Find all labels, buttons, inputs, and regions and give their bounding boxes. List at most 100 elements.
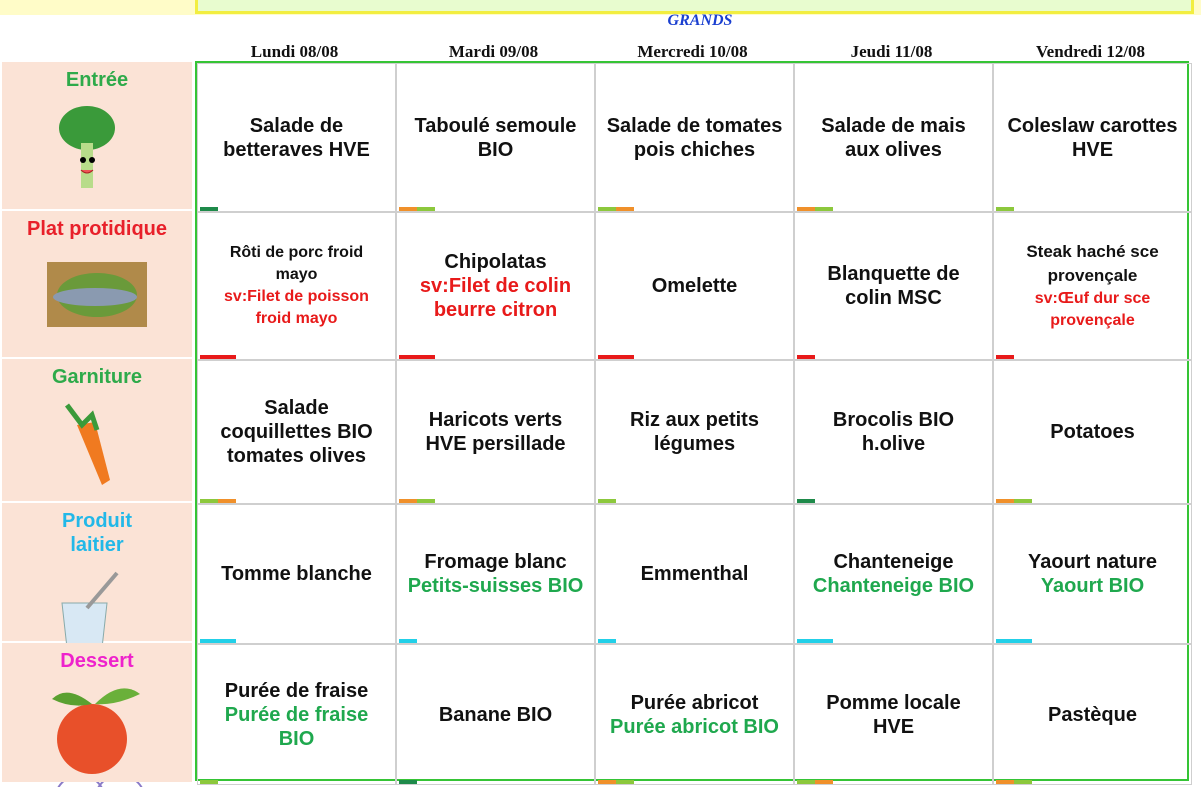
stripe [797,355,815,359]
stripe [417,207,435,211]
dish: Banane BIO [438,703,553,726]
stripe [200,780,218,784]
group-title: GRANDS [667,12,733,29]
menu-cell: Fromage blanc Petits-suisses BIO [396,504,595,644]
dish: Salade de tomates pois chiches [606,114,783,161]
row-label: Plat protidique [2,211,192,357]
stripe [996,207,1014,211]
dish: Omelette [651,275,738,297]
row-icon [52,688,140,774]
menu-cell: Purée abricot Purée abricot BIO [595,644,794,785]
stripe [417,355,435,359]
stripe [598,639,616,643]
row-icon [47,262,147,327]
stripe [797,207,815,211]
stripe [399,639,417,643]
dish: Haricots verts HVE persillade [425,409,566,455]
day-header: Lundi 08/08 [250,42,339,61]
menu-cell: Salade coquillettes BIO tomates olives [197,360,396,504]
row-label-text: Plat protidique [27,218,167,240]
dish: Emmenthal [640,563,749,585]
stripe [598,207,616,211]
top-box [195,0,1194,14]
stripe [996,499,1014,503]
dish-alternative: Purée de fraise BIO [224,703,369,750]
stripe [616,780,634,784]
day-header: Mercredi 10/08 [637,42,748,61]
dish: Blanquette de colin MSC [827,263,960,309]
row-label-text: Garniture [51,366,143,388]
stripe [218,355,236,359]
dish: Pastèque [1048,703,1137,726]
menu-cell: Omelette [595,212,794,360]
dish: Brocolis BIO h.olive [832,409,955,455]
menu-cell: Banane BIO [396,644,595,785]
stripe [200,355,218,359]
stripe [200,207,218,211]
dish-alternative: sv:Œuf dur sce provençale [1034,290,1151,329]
row-label-text: Produit laitier [62,510,132,556]
dish-alternative: Petits-suisses BIO [407,575,584,597]
stripe [815,780,833,784]
dish: Taboulé semoule BIO [414,114,577,161]
row-icon [65,403,110,485]
stripe [1014,780,1032,784]
menu-cell: Chanteneige Chanteneige BIO [794,504,993,644]
day-header: Mardi 09/08 [448,42,539,61]
dish: Yaourt nature [1028,551,1157,573]
row-label: Entrée [2,62,192,209]
row-icon [59,106,115,188]
row-label: Produit laitier [2,503,192,649]
menu-cell: Salade de mais aux olives [794,63,993,212]
stripe [399,780,417,784]
menu-cell: Steak haché sce provençale sv:Œuf dur sce… [993,212,1192,360]
dish-alternative: Purée abricot BIO [610,715,779,738]
menu-cell: Riz aux petits légumes [595,360,794,504]
stripe [616,355,634,359]
menu-cell: Chipolatas sv:Filet de colin beurre citro… [396,212,595,360]
dish-alternative: sv:Filet de poisson froid mayo [224,288,369,327]
menu-cell: Haricots verts HVE persillade [396,360,595,504]
dish: Riz aux petits légumes [630,409,759,455]
dish-alternative: Chanteneige BIO [812,575,975,597]
dish: Chanteneige [833,551,954,573]
stripe [996,639,1014,643]
dish: Coleslaw carottes HVE [1007,114,1178,161]
dish: Purée abricot [630,691,759,714]
menu-cell: Rôti de porc froid mayo sv:Filet de poiss… [197,212,396,360]
dish: Potatoes [1050,421,1135,443]
stripe [996,780,1014,784]
dish: Chipolatas [444,251,547,273]
menu-cell: Potatoes [993,360,1192,504]
menu-cell: Taboulé semoule BIO [396,63,595,212]
row-label: Dessert [2,643,192,782]
day-header: Vendredi 12/08 [1035,42,1146,61]
dish: Salade de betteraves HVE [223,114,370,161]
dish: Tomme blanche [221,563,372,585]
stripe [218,499,236,503]
stripe [200,639,218,643]
dish-alternative: sv:Filet de colin beurre citron [419,275,572,321]
dish: Purée de fraise [224,679,369,702]
day-header: Jeudi 11/08 [850,42,933,61]
stripe [200,499,218,503]
menu-cell: Coleslaw carottes HVE [993,63,1192,212]
dish: Rôti de porc froid mayo [229,244,364,283]
stripe [598,780,616,784]
stripe [399,355,417,359]
menu-cell: Tomme blanche [197,504,396,644]
stripe [399,499,417,503]
dish: Steak haché sce provençale [1026,242,1159,285]
row-label-text: Entrée [65,69,129,91]
stripe [1014,639,1032,643]
stripe [399,207,417,211]
menu-cell: Salade de betteraves HVE [197,63,396,212]
menu-cell: Blanquette de colin MSC [794,212,993,360]
stripe [815,639,833,643]
dish: Fromage blanc [424,551,567,573]
stripe [218,639,236,643]
menu-cell: Emmenthal [595,504,794,644]
dish-alternative: Yaourt BIO [1040,575,1145,597]
stripe [797,499,815,503]
